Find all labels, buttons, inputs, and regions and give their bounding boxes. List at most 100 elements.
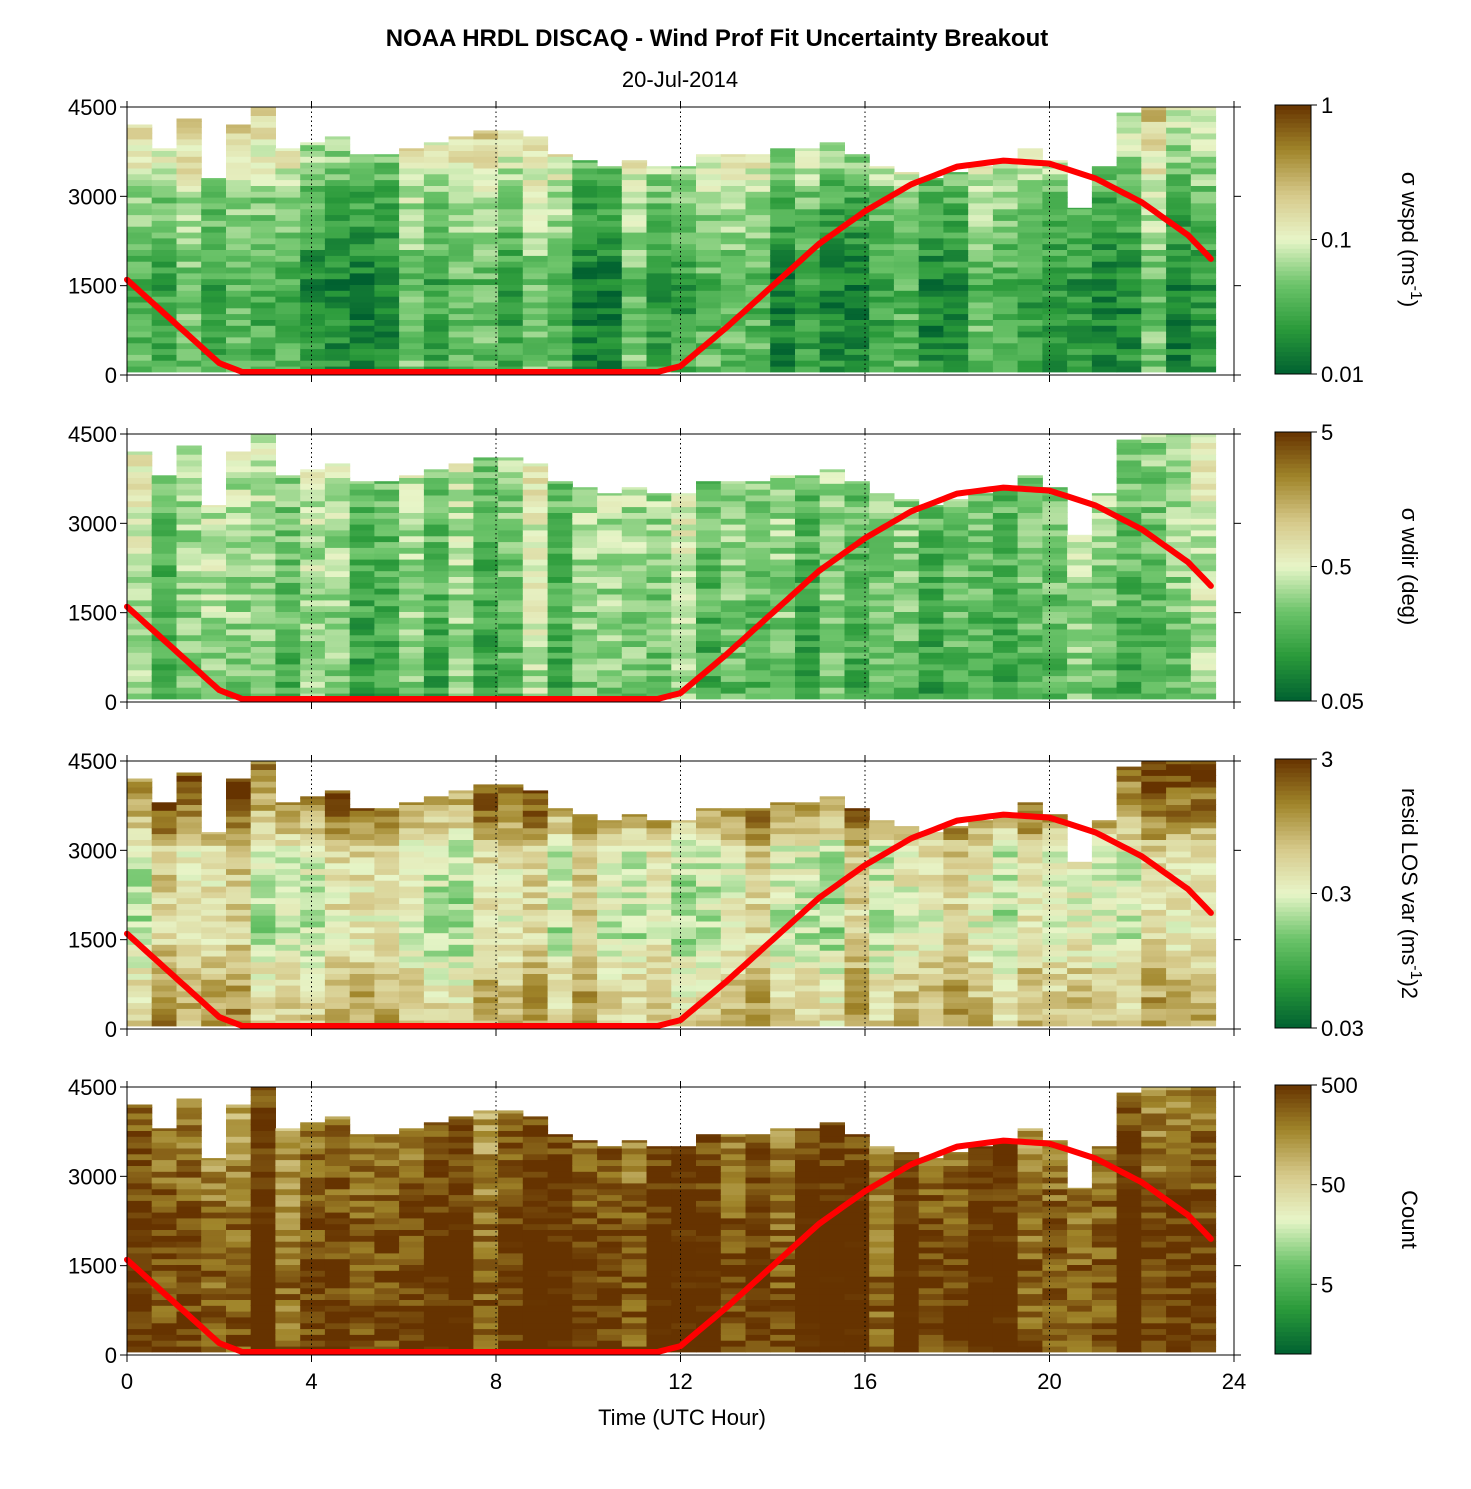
heatmap-cell [1141,319,1167,326]
heatmap-cell [226,955,252,963]
heatmap-cell [127,798,153,805]
heatmap-cell [572,973,598,980]
heatmap-cell [374,897,400,904]
heatmap-cell [201,605,227,612]
heatmap-cell [226,173,252,181]
heatmap-cell [943,652,969,659]
heatmap-cell [1190,512,1217,519]
heatmap-cell [473,827,499,835]
heatmap-cell [1141,587,1167,595]
heatmap-cell [745,167,771,175]
heatmap-cell [547,576,573,583]
heatmap-cell [968,926,994,934]
heatmap-cell [176,132,202,140]
heatmap-cell [893,325,920,332]
colorbar-segment [1275,351,1311,357]
heatmap-cell [374,687,400,694]
heatmap-cell [1042,290,1068,297]
heatmap-cell [893,675,920,682]
heatmap-cell [819,804,845,811]
heatmap-cell [795,815,821,823]
heatmap-cell [893,582,920,589]
heatmap-cell [646,512,672,519]
heatmap-cell [176,827,202,835]
heatmap-cell [423,307,450,315]
heatmap-cell [745,856,771,864]
heatmap-cell [448,593,474,601]
heatmap-cell [1116,202,1142,210]
heatmap-cell [226,220,252,227]
heatmap-cell [770,348,796,355]
heatmap-cell [770,938,796,945]
heatmap-cell [720,628,747,636]
heatmap-cell [795,202,821,210]
heatmap-cell [1091,669,1118,677]
heatmap-cell [473,313,499,320]
heatmap-cell [844,481,870,484]
heatmap-cell [176,185,202,192]
heatmap-cell [127,266,153,274]
heatmap-cell [597,850,623,858]
heatmap-cell [324,185,351,192]
heatmap-cell [176,570,202,577]
heatmap-cell [300,628,326,636]
heatmap-cell [1091,167,1118,175]
heatmap-cell [992,161,1019,169]
heatmap-cell [1190,313,1217,320]
heatmap-cell [795,237,821,245]
heatmap-cell [745,810,771,817]
heatmap-cell [869,856,895,864]
heatmap-cell [770,973,796,980]
heatmap-cell [869,839,895,846]
heatmap-cell [745,617,771,624]
heatmap-cell [498,955,524,963]
heatmap-cell [621,932,648,939]
heatmap-cell [1017,249,1043,256]
heatmap-cell [572,541,598,548]
heatmap-cell [992,365,1019,373]
heatmap-cell [151,330,177,338]
heatmap-cell [250,231,276,239]
heatmap-cell [300,255,326,262]
heatmap-cell [1091,255,1118,262]
heatmap-cell [770,196,796,204]
heatmap-cell [522,226,549,233]
heatmap-cell [1190,106,1217,111]
heatmap-cell [176,266,202,274]
heatmap-cell [201,687,227,694]
heatmap-cell [349,191,375,198]
heatmap-cell [423,518,450,525]
heatmap-cell [1141,564,1167,572]
heatmap-cell [176,932,202,939]
heatmap-cell [399,926,425,934]
heatmap-cell [745,249,771,256]
heatmap-cell [671,582,697,589]
heatmap-cell [696,506,722,513]
heatmap-cell [127,191,153,198]
heatmap-cell [1116,115,1142,122]
heatmap-cell [745,663,771,671]
heatmap-cell [498,360,524,367]
heatmap-cell [992,231,1019,239]
heatmap-cell [498,313,524,320]
heatmap-cell [1116,354,1142,361]
heatmap-cell [621,973,648,980]
heatmap-cell [720,634,747,642]
heatmap-cell [795,880,821,887]
heatmap-cell [399,500,425,508]
heatmap-cell [597,868,623,875]
heatmap-cell [399,196,425,204]
heatmap-cell [1166,342,1192,350]
heatmap-cell [226,587,252,595]
heatmap-cell [522,798,549,805]
heatmap-cell [671,506,697,513]
heatmap-cell [275,675,301,682]
heatmap-cell [399,949,425,957]
heatmap-cell [250,763,276,770]
heatmap-cell [176,692,202,700]
heatmap-cell [300,827,326,835]
heatmap-cell [1141,471,1167,478]
heatmap-cell [1190,640,1217,647]
heatmap-cell [547,336,573,344]
heatmap-cell [399,290,425,297]
